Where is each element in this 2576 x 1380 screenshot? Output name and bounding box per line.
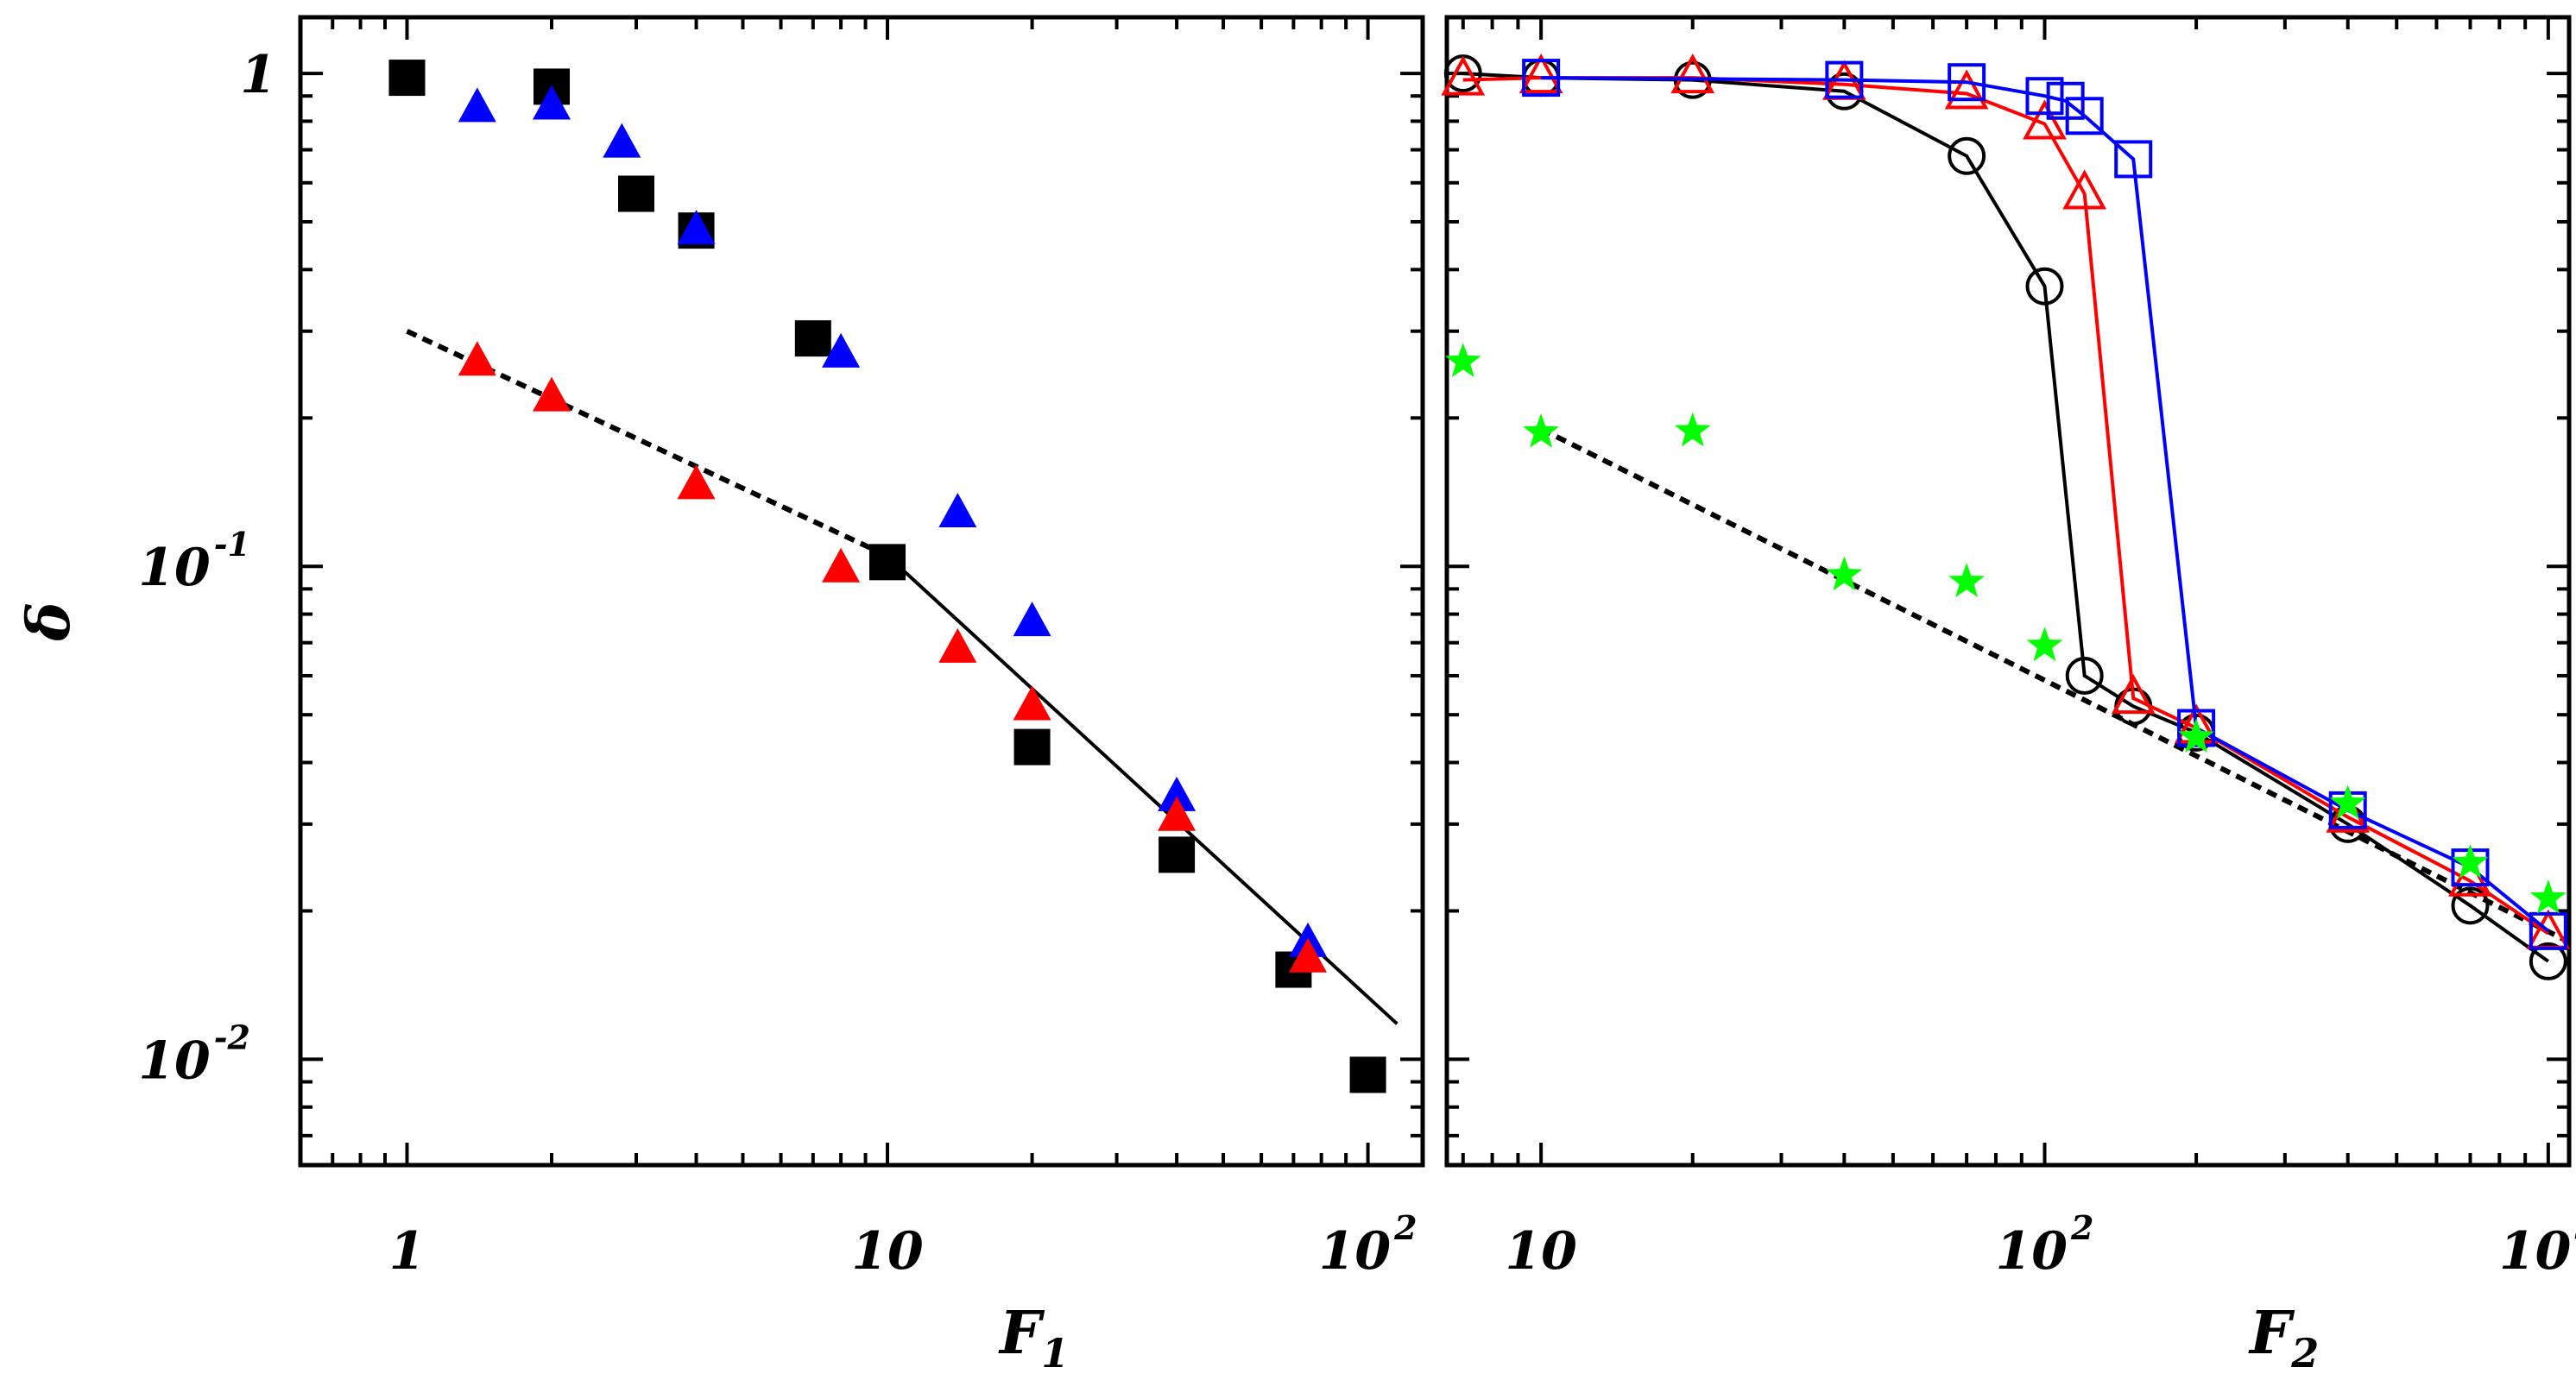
blue-triangles-point (1013, 602, 1051, 637)
black-squares-point (1013, 728, 1051, 766)
red-triangles-point (1441, 55, 1486, 96)
fit-lines-left (406, 329, 1398, 1025)
red-triangles-series (1441, 53, 2571, 949)
blue-squares-point (2046, 81, 2085, 120)
red-triangles-point (1158, 796, 1196, 831)
ticks-left (299, 17, 1423, 1165)
black-circles-point (2451, 886, 2490, 925)
black-squares-series (388, 60, 1386, 1093)
blue-triangles-point (938, 493, 977, 528)
green-stars-point (1523, 413, 1560, 448)
x-tick-label: 10 (1505, 1221, 1577, 1282)
x-tick-label: 10 2 (1319, 1208, 1417, 1282)
black-squares-point (618, 175, 655, 212)
blue-squares-point (1522, 59, 1561, 98)
fit-lines-right (1539, 426, 2571, 945)
black-circles-point (2529, 942, 2567, 980)
red-triangles-point (1289, 937, 1328, 973)
y-tick-label: 1 (240, 45, 276, 105)
blue-squares-point (2177, 709, 2216, 747)
red-triangles-point (677, 464, 716, 500)
panel-right: 10 102 103 F2 (1441, 15, 2576, 1377)
green-stars-point (2329, 785, 2366, 819)
red-triangles-point (1013, 685, 1051, 721)
ticks-right (1447, 17, 2569, 1165)
blue-triangles-series (458, 85, 1328, 957)
green-stars-point (1826, 556, 1863, 591)
x-axis-label-right: F2 (2248, 1299, 2319, 1377)
red-triangles-point (1518, 53, 1563, 94)
black-circles-series (1443, 54, 2567, 980)
blue-triangles-point (458, 87, 496, 123)
x-tick-labels-right: 10 102 103 (1505, 1208, 2576, 1282)
blue-triangles-point (822, 332, 861, 368)
black-squares-point (388, 60, 426, 97)
black-squares-point (869, 544, 906, 581)
blue-squares-series (1522, 59, 2567, 950)
red-triangles-series (458, 341, 1328, 973)
x-tick-labels-left: 1 10 10 2 (389, 1208, 1417, 1282)
black-squares-point (1159, 836, 1196, 873)
x-tick-label: 1 (389, 1221, 426, 1282)
y-axis-label: δ (15, 602, 84, 641)
x-axis-label-left: F1 (998, 1299, 1069, 1377)
green-stars-point (2026, 627, 2063, 662)
red-triangles-point (1670, 53, 1715, 94)
green-stars-point (2178, 718, 2214, 753)
blue-triangles-point (677, 210, 716, 245)
blue-squares-point (2065, 97, 2104, 135)
red-triangles-point (2448, 856, 2492, 897)
black-circles-point (2025, 267, 2064, 306)
green-stars-point (2529, 879, 2567, 914)
green-stars-series (1444, 343, 2567, 914)
red-triangles-point (2062, 169, 2107, 210)
black-circles-point (1948, 136, 1986, 175)
panel-left: 1 10 10 2 1 10-1 10-2 F1 δ (15, 15, 1425, 1377)
dashed-fit-line (1539, 426, 2571, 945)
red-triangles-point (2023, 99, 2067, 140)
blue-squares-point (1825, 60, 1864, 99)
markers-left (388, 60, 1386, 1093)
red-triangles-point (1944, 69, 1989, 110)
blue-squares-point (2025, 77, 2064, 116)
red-triangles-point (533, 376, 571, 412)
blue-triangles-point (603, 123, 641, 158)
y-tick-labels: 1 10-1 10-2 (138, 45, 276, 1091)
y-tick-label: 10 -2 (138, 1018, 250, 1091)
x-tick-label: 10 2 (1996, 1208, 2094, 1282)
black-circles-point (2065, 656, 2104, 695)
x-tick-label: 10 (851, 1221, 924, 1282)
markers-right (1441, 53, 2571, 980)
blue-squares-point (2529, 911, 2567, 950)
green-stars-point (1674, 412, 1711, 447)
red-triangles-point (822, 547, 861, 583)
plot-frame-right (1444, 15, 2572, 1168)
green-stars-point (1444, 343, 1481, 377)
black-squares-point (1349, 1056, 1386, 1093)
y-tick-label: 10 -1 (138, 525, 250, 598)
red-triangles-point (458, 341, 496, 376)
x-tick-label: 103 (2499, 1208, 2576, 1282)
red-triangles-point (938, 627, 977, 663)
blue-triangles-point (533, 85, 571, 120)
blue-squares-point (1948, 63, 1986, 102)
blue-triangles-point (1158, 776, 1196, 811)
blue-squares-point (2114, 140, 2153, 179)
red-triangles-point (2111, 673, 2156, 715)
red-triangles-line (1462, 76, 2549, 936)
green-stars-point (2452, 844, 2489, 879)
black-squares-point (794, 320, 831, 357)
plot-frame-left (298, 15, 1425, 1168)
blue-squares-line (1541, 76, 2550, 933)
green-stars-point (1948, 563, 1986, 597)
